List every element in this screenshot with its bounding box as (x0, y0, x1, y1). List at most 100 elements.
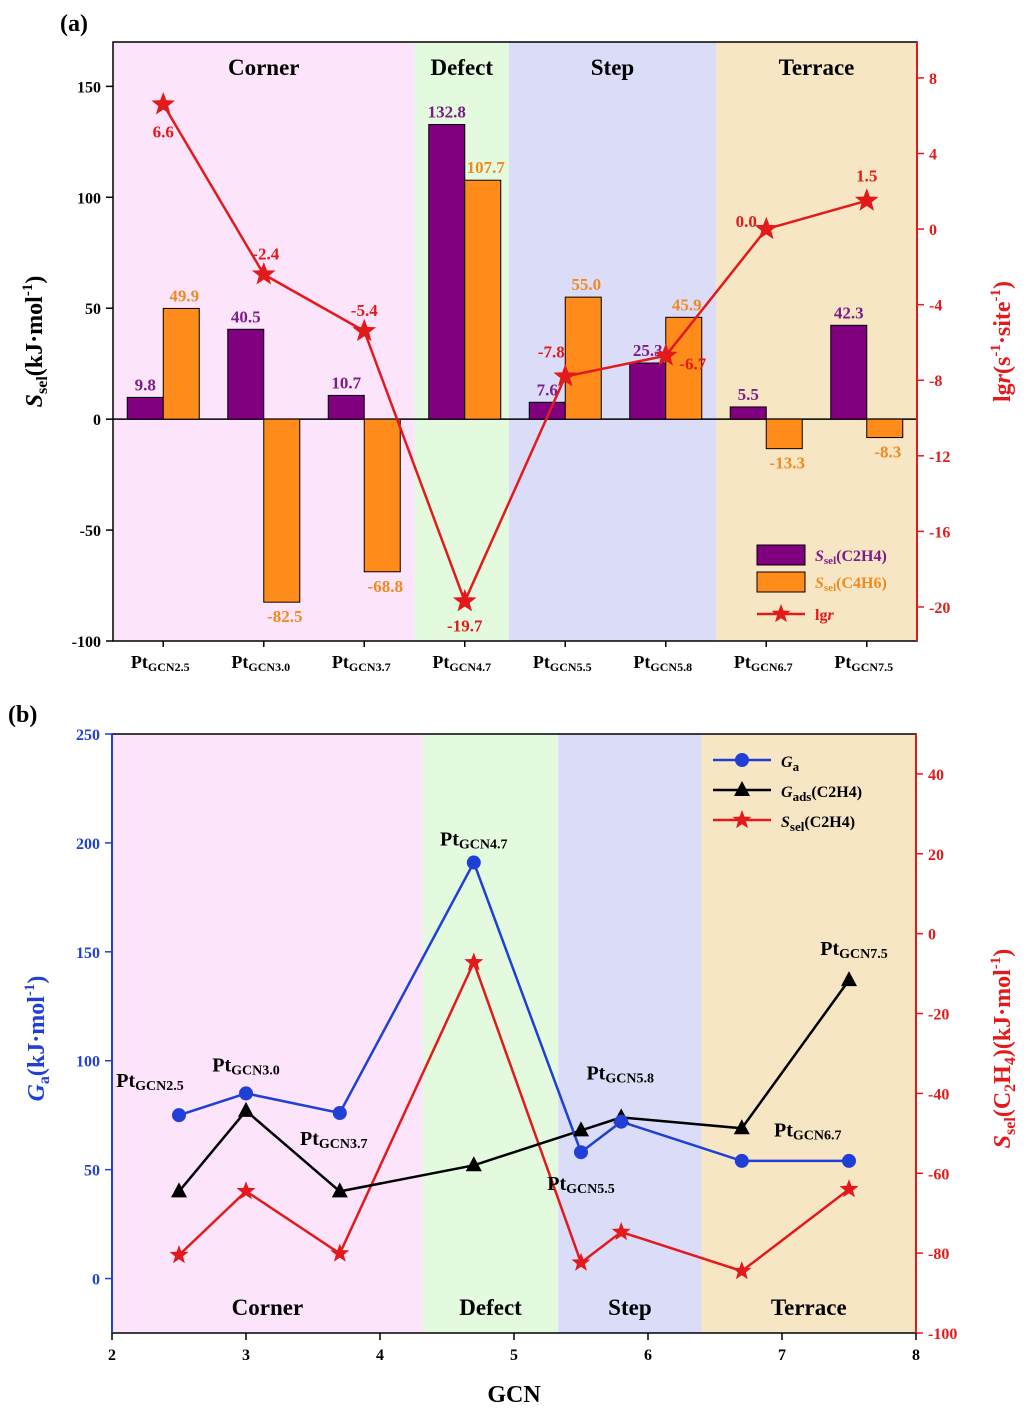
label-c4h6-3: 107.7 (467, 158, 506, 177)
label-c4h6-5: 45.9 (672, 295, 702, 314)
label-c2h4-1: 40.5 (231, 307, 261, 326)
right-tick-label-b: 0 (928, 927, 936, 944)
lgr-line (162, 103, 868, 605)
ssel-star-1 (236, 1181, 256, 1200)
ga-line (178, 859, 849, 1163)
legend-b-marker-2 (732, 810, 752, 829)
lgr-star-4 (553, 364, 578, 387)
ga-circle-2 (332, 1106, 347, 1121)
left-tick-label: 0 (93, 412, 101, 429)
ssel-star-2 (330, 1243, 350, 1262)
left-tick-label-b: 250 (76, 727, 100, 744)
left-tick-label-b: 50 (84, 1163, 100, 1180)
lgr-label-3: -19.7 (447, 616, 483, 635)
bar-c4h6-4 (564, 296, 602, 420)
region-terrace (716, 42, 917, 641)
region-b-step (558, 734, 702, 1333)
region-b-label-step: Step (608, 1295, 651, 1320)
right-tick-label-b: 40 (928, 767, 944, 784)
bar-c2h4-5 (629, 362, 667, 420)
point-label-4: PtGCN5.5 (547, 1173, 615, 1197)
region-b-label-defect: Defect (459, 1295, 522, 1320)
left-tick-label-b: 200 (76, 836, 100, 853)
x-tick-label-b: 8 (912, 1347, 920, 1364)
legend-label-lgr: lgr (815, 607, 834, 624)
panel-label-a: (a) (60, 11, 88, 37)
ga-circle-4 (574, 1145, 588, 1160)
ssel-star-4 (571, 1252, 591, 1271)
right-tick-label: -4 (929, 298, 942, 315)
left-tick-label: -50 (80, 523, 101, 540)
x-axis-title-b: GCN (487, 1382, 541, 1408)
lgr-label-4: -7.8 (538, 342, 565, 361)
legend-b-label-1: Gads(C2H4) (781, 784, 862, 804)
label-c2h4-5: 25.3 (633, 341, 663, 360)
left-tick-label: -100 (72, 634, 101, 651)
lgr-star-7 (854, 188, 879, 211)
lgr-label-5: -6.7 (679, 355, 706, 374)
bar-c4h6-1 (263, 418, 301, 603)
bar-c2h4-3 (428, 124, 466, 420)
right-tick-label-b: -40 (928, 1086, 949, 1103)
category-label-2: PtGCN3.7 (332, 652, 391, 674)
category-label-7: PtGCN7.5 (834, 652, 893, 674)
label-c4h6-2: -68.8 (368, 577, 403, 596)
panel-b: Corner Defect Step Terrace PtGCN2.5 PtGCN3.0 P… (8, 702, 1019, 1408)
category-label-5: PtGCN5.8 (633, 652, 692, 674)
panel-a: Corner Defect Step Terrace 9.8 49.9 40.5 -82.5 1… (20, 11, 1016, 674)
y-axis-title-left-b: Ga(kJ·mol-1) (22, 976, 53, 1102)
bar-c4h6-3 (464, 179, 502, 420)
point-label-1: PtGCN3.0 (212, 1054, 280, 1078)
label-c2h4-2: 10.7 (331, 373, 361, 392)
label-c2h4-4: 7.6 (537, 380, 558, 399)
region-label-corner: Corner (228, 55, 300, 80)
ga-circle-3 (466, 855, 481, 870)
gads-triangle-6 (733, 1119, 750, 1135)
x-tick-label-b: 6 (644, 1347, 652, 1364)
lgr-label-7: 1.5 (856, 167, 877, 186)
x-tick-label-b: 7 (778, 1347, 786, 1364)
left-tick-label-b: 150 (76, 945, 100, 962)
ssel-star-5 (611, 1222, 631, 1241)
bar-c2h4-7 (830, 324, 868, 420)
bar-c2h4-0 (126, 396, 164, 420)
right-tick-label-b: -60 (928, 1166, 949, 1183)
right-tick-label: 8 (929, 71, 937, 88)
gads-triangle-3 (465, 1156, 482, 1172)
legend-label-c2h4: Ssel(C2H4) (815, 548, 887, 567)
right-tick-label: 0 (929, 222, 937, 239)
region-label-terrace: Terrace (779, 55, 855, 80)
left-tick-label: 100 (77, 190, 101, 207)
bar-c4h6-0 (162, 307, 200, 420)
bar-c4h6-2 (363, 418, 401, 573)
lgr-star-3 (452, 588, 477, 612)
ga-circle-0 (172, 1108, 186, 1123)
left-tick-label: 150 (77, 79, 101, 96)
lgr-label-1: -2.4 (252, 244, 279, 263)
y-axis-title-left: Ssel(kJ·mol-1) (20, 276, 51, 408)
ga-circle-6 (734, 1153, 749, 1168)
point-label-6: PtGCN6.7 (774, 1119, 842, 1143)
category-label-3: PtGCN4.7 (432, 652, 491, 674)
lgr-star-1 (251, 261, 276, 285)
lgr-label-0: 6.6 (153, 122, 174, 141)
gads-line (178, 979, 851, 1193)
ga-circle-1 (239, 1086, 253, 1101)
region-b-corner (112, 734, 423, 1333)
lgr-star-5 (653, 343, 678, 366)
bar-c2h4-2 (327, 394, 365, 420)
lgr-label-2: -5.4 (351, 301, 378, 320)
legend-label-c4h6: Ssel(C4H6) (815, 575, 887, 594)
right-tick-label: -12 (929, 449, 950, 466)
bar-c4h6-7 (866, 418, 904, 439)
left-tick-label-b: 100 (76, 1054, 100, 1071)
label-c2h4-0: 9.8 (135, 375, 156, 394)
category-label-1: PtGCN3.0 (231, 652, 290, 674)
region-label-step: Step (591, 55, 634, 80)
right-tick-label: -8 (929, 373, 942, 390)
category-label-0: PtGCN2.5 (131, 652, 190, 674)
bar-c2h4-1 (227, 328, 265, 420)
legend-b-label-0: Ga (781, 754, 800, 774)
gads-triangle-0 (171, 1182, 187, 1198)
